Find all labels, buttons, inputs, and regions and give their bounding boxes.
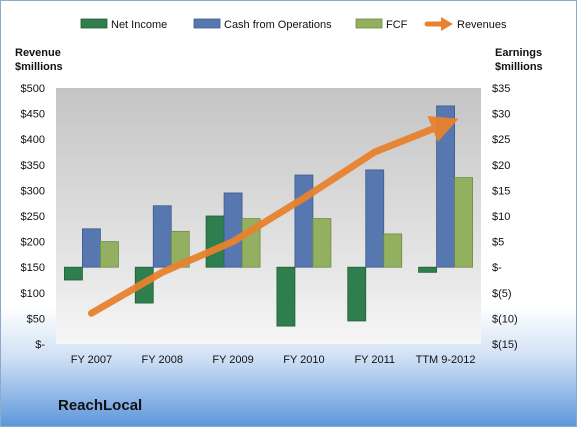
- legend-swatch: [80, 18, 108, 29]
- fcf-bar: [454, 177, 473, 268]
- net-income-bar: [418, 266, 437, 273]
- fcf-bar: [100, 241, 119, 268]
- legend-label: Net Income: [111, 19, 167, 31]
- x-tick-label: TTM 9-2012: [416, 354, 476, 366]
- right-tick-label: $25: [492, 134, 510, 146]
- left-tick-label: $300: [21, 185, 45, 197]
- left-tick-label: $200: [21, 237, 45, 249]
- cash-from-operations-bar: [223, 192, 243, 268]
- cash-from-operations-bar: [294, 174, 314, 268]
- right-tick-label: $(10): [492, 313, 518, 325]
- x-axis-labels: FY 2007 FY 2008 FY 2009 FY 2010 FY 2011 TTM 9…: [71, 354, 476, 366]
- legend-swatch: [193, 18, 221, 29]
- right-tick-label: $20: [492, 160, 510, 172]
- legend-label: Revenues: [457, 19, 507, 31]
- right-tick-label: $5: [492, 237, 504, 249]
- revenues-line: [87, 116, 459, 317]
- right-tick-label: $(5): [492, 288, 512, 300]
- right-tick-label: $(15): [492, 339, 518, 351]
- cash-from-operations-bar: [82, 228, 101, 268]
- left-axis: $- $50 $100 $150 $200 $250 $300 $350 $400 $450 $50…: [15, 47, 63, 351]
- legend-label: FCF: [386, 19, 408, 31]
- left-tick-label: $-: [35, 339, 45, 351]
- right-tick-label: $10: [492, 211, 510, 223]
- right-tick-label: $30: [492, 109, 510, 121]
- right-axis: $(15) $(10) $(5) $- $5 $10 $15 $20 $25 $30 $35 Earn…: [492, 47, 543, 351]
- left-axis-title: Revenue: [15, 47, 61, 59]
- legend-arrow-icon: [441, 17, 453, 31]
- right-tick-label: $15: [492, 185, 510, 197]
- x-tick-label: FY 2011: [354, 354, 395, 366]
- cash-from-operations-bar: [436, 105, 455, 268]
- right-axis-title: Earnings: [495, 47, 542, 59]
- net-income-bar: [347, 266, 367, 322]
- left-tick-label: $100: [21, 288, 45, 300]
- revenue-line: [87, 116, 459, 317]
- net-income-bar: [205, 215, 225, 268]
- left-tick-label: $150: [21, 262, 45, 274]
- net-income-bar: [276, 266, 296, 327]
- x-tick-label: FY 2007: [71, 354, 112, 366]
- left-axis-title: $millions: [15, 61, 63, 73]
- cash-from-operations-bar: [152, 205, 172, 268]
- x-tick-label: FY 2008: [142, 354, 183, 366]
- legend: Net Income Cash from Operations FCF Revenue…: [80, 17, 507, 31]
- legend-swatch: [355, 18, 383, 29]
- company-name: ReachLocal: [58, 397, 143, 414]
- left-tick-label: $50: [27, 313, 45, 325]
- right-tick-label: $-: [492, 262, 502, 274]
- left-tick-label: $500: [21, 83, 45, 95]
- right-axis-title: $millions: [495, 61, 543, 73]
- left-tick-label: $250: [21, 211, 45, 223]
- left-tick-label: $350: [21, 160, 45, 172]
- cash-from-operations-bar: [365, 169, 385, 268]
- left-tick-label: $400: [21, 134, 45, 146]
- legend-label: Cash from Operations: [224, 19, 332, 31]
- x-tick-label: FY 2010: [283, 354, 324, 366]
- net-income-bar: [64, 266, 83, 281]
- fcf-bar: [312, 218, 332, 268]
- right-tick-label: $35: [492, 83, 510, 95]
- fcf-bar: [383, 233, 403, 268]
- left-tick-label: $450: [21, 109, 45, 121]
- x-tick-label: FY 2009: [212, 354, 253, 366]
